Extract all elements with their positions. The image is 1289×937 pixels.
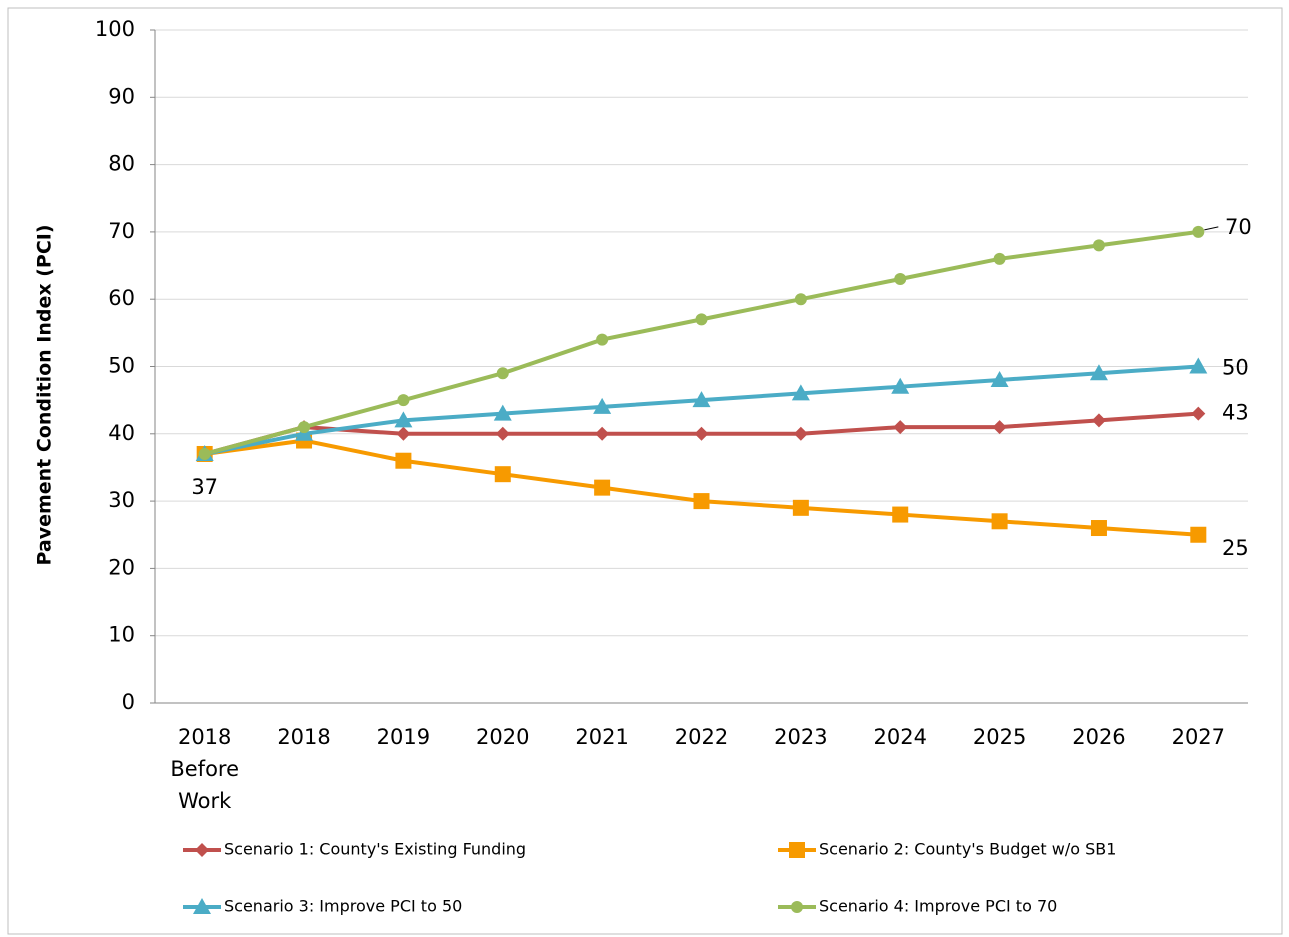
marker xyxy=(991,513,1008,530)
y-tick-label: 30 xyxy=(108,488,135,512)
marker xyxy=(692,391,711,408)
marker xyxy=(894,273,907,286)
marker xyxy=(394,411,413,428)
marker xyxy=(990,370,1009,387)
y-tick-label: 40 xyxy=(108,421,135,445)
chart-border xyxy=(7,7,1283,935)
data-label: 50 xyxy=(1222,356,1249,380)
x-tick-label-line: 2018 xyxy=(178,725,231,749)
marker xyxy=(794,293,807,306)
marker xyxy=(1192,225,1205,238)
marker xyxy=(395,452,412,469)
y-tick-label: 0 xyxy=(122,690,135,714)
marker xyxy=(193,898,211,914)
marker xyxy=(892,506,909,523)
marker xyxy=(791,901,803,913)
y-tick-label: 50 xyxy=(108,354,135,378)
marker xyxy=(198,447,211,460)
legend-label: Scenario 4: Improve PCI to 70 xyxy=(819,897,1057,916)
marker xyxy=(493,404,512,421)
marker xyxy=(396,426,411,441)
marker xyxy=(893,420,908,435)
marker xyxy=(793,426,808,441)
marker xyxy=(693,493,710,510)
marker xyxy=(1191,406,1206,421)
marker xyxy=(1091,413,1106,428)
y-tick-label: 60 xyxy=(108,286,135,310)
series-line xyxy=(204,364,1199,456)
marker xyxy=(694,426,709,441)
series-line xyxy=(204,229,1199,456)
data-label: 43 xyxy=(1222,401,1249,425)
x-tick-label: 2022 xyxy=(675,725,728,749)
marker xyxy=(789,842,805,858)
y-axis-label: Pavement Condition Index (PCI) xyxy=(34,224,56,565)
marker xyxy=(595,426,610,441)
marker xyxy=(494,466,511,483)
y-tick-label: 100 xyxy=(95,17,135,41)
x-tick-label: 2020 xyxy=(476,725,529,749)
y-tick-label: 90 xyxy=(108,84,135,108)
marker xyxy=(397,394,410,407)
marker xyxy=(695,313,708,326)
marker xyxy=(1189,357,1208,374)
y-tick-label: 70 xyxy=(108,219,135,243)
marker xyxy=(1092,239,1105,252)
x-tick-label: 2023 xyxy=(774,725,827,749)
series-line xyxy=(204,438,1199,537)
x-tick-label-line: Work xyxy=(178,789,232,813)
marker xyxy=(792,499,809,516)
marker xyxy=(594,479,611,496)
marker xyxy=(891,377,910,394)
marker xyxy=(1190,526,1207,543)
marker xyxy=(496,367,509,380)
legend-label: Scenario 1: County's Existing Funding xyxy=(224,840,526,859)
legend-label: Scenario 2: County's Budget w/o SB1 xyxy=(819,840,1116,859)
legend-label: Scenario 3: Improve PCI to 50 xyxy=(224,897,462,916)
leader-line xyxy=(1204,226,1219,231)
data-label: 70 xyxy=(1225,215,1252,239)
x-tick-label: 2018 xyxy=(277,725,330,749)
marker xyxy=(495,426,510,441)
x-tick-label-line: Before xyxy=(170,757,239,781)
data-label: 37 xyxy=(191,475,218,499)
marker xyxy=(195,843,209,857)
x-tick-label: 2021 xyxy=(575,725,628,749)
marker xyxy=(298,421,311,434)
marker xyxy=(593,397,612,414)
x-tick-label: 2025 xyxy=(973,725,1026,749)
x-tick-label: 2026 xyxy=(1072,725,1125,749)
y-tick-label: 80 xyxy=(108,152,135,176)
marker xyxy=(1089,364,1108,381)
x-tick-label: 2027 xyxy=(1172,725,1225,749)
y-tick-label: 10 xyxy=(108,623,135,647)
marker xyxy=(1090,520,1107,537)
x-tick-label: 2019 xyxy=(377,725,430,749)
marker xyxy=(992,420,1007,435)
marker xyxy=(791,384,810,401)
x-tick-label: 2018 Before Work xyxy=(170,725,239,813)
x-tick-label: 2024 xyxy=(874,725,927,749)
y-tick-label: 20 xyxy=(108,555,135,579)
data-label: 25 xyxy=(1222,536,1249,560)
marker xyxy=(596,333,609,346)
marker xyxy=(993,252,1006,265)
